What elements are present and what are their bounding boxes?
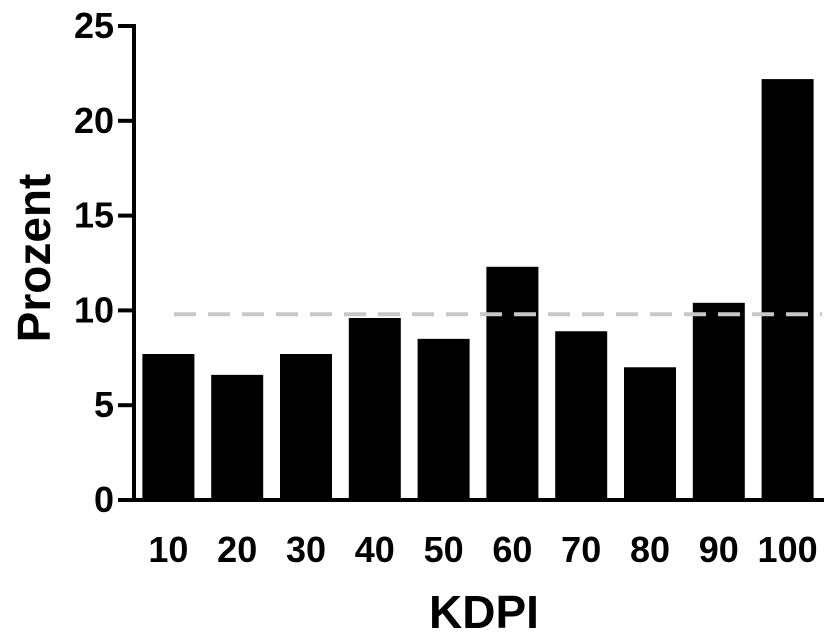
y-tick-label-5: 5 (94, 384, 114, 425)
y-tick-label-25: 25 (74, 5, 114, 46)
bar-70 (555, 331, 608, 500)
bars-group (142, 79, 814, 500)
bar-100 (761, 79, 814, 500)
y-axis-title: Prozent (8, 174, 60, 343)
bar-80 (624, 367, 676, 500)
x-tick-label-70: 70 (561, 529, 601, 570)
x-tick-label-90: 90 (699, 529, 739, 570)
x-tick-label-80: 80 (630, 529, 670, 570)
y-tick-label-15: 15 (74, 195, 114, 236)
y-ticks-group: 0 5 10 15 20 25 (74, 5, 134, 520)
bar-20 (211, 374, 264, 500)
x-axis-title: KDPI (429, 586, 539, 638)
bar-90 (692, 302, 745, 500)
x-tick-label-50: 50 (424, 529, 464, 570)
x-ticks-group: 10 20 30 40 50 60 70 80 90 100 (148, 529, 817, 570)
x-tick-label-100: 100 (758, 529, 818, 570)
y-tick-label-0: 0 (94, 479, 114, 520)
y-tick-label-20: 20 (74, 100, 114, 141)
x-tick-label-60: 60 (492, 529, 532, 570)
x-tick-label-40: 40 (355, 529, 395, 570)
bar-50 (417, 338, 470, 500)
bar-40 (348, 317, 401, 500)
bar-30 (280, 354, 332, 500)
x-tick-label-10: 10 (148, 529, 188, 570)
bar-60 (486, 266, 539, 500)
x-tick-label-30: 30 (286, 529, 326, 570)
x-tick-label-20: 20 (217, 529, 257, 570)
y-tick-label-10: 10 (74, 289, 114, 330)
bar-10 (142, 354, 195, 500)
